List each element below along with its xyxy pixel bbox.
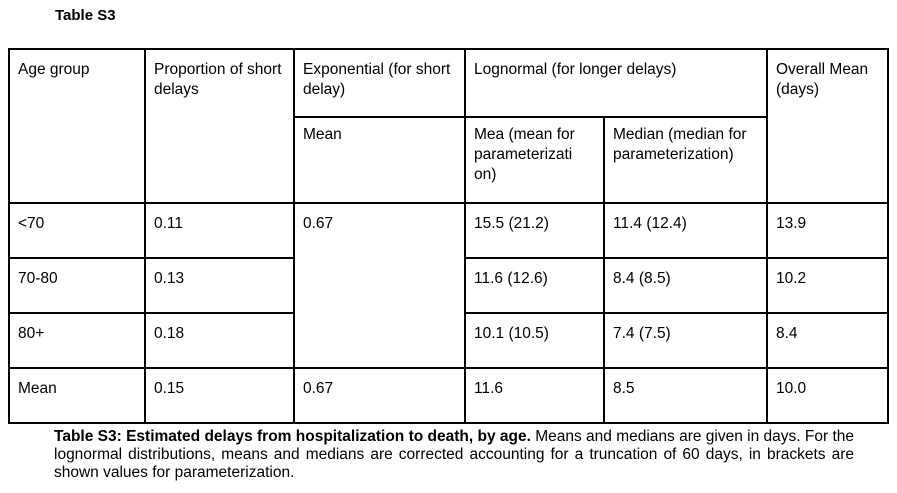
cell-exp-mean: 0.67 [293, 367, 466, 424]
header-overall-mean: Overall Mean (days) [766, 48, 889, 204]
cell-age: Mean [8, 367, 146, 424]
table-row-mean: Mean 0.15 0.67 11.6 8.5 10.0 [8, 367, 889, 424]
cell-ln-median: 8.4 (8.5) [603, 257, 768, 314]
cell-overall: 10.0 [766, 367, 889, 424]
header-row-1: Age group Proportion of short delays Exp… [8, 48, 889, 204]
cell-age: 80+ [8, 312, 146, 369]
delays-table: Age group Proportion of short delays Exp… [8, 48, 889, 424]
table-row: 70-80 0.13 11.6 (12.6) 8.4 (8.5) 10.2 [8, 257, 889, 314]
table-caption: Table S3: Estimated delays from hospital… [54, 428, 854, 482]
header-ln-median: Median (median for parameterization) [603, 116, 768, 204]
header-row-2: Mean Mea (mean for parameterizati on) Me… [9, 116, 888, 204]
cell-proportion: 0.13 [144, 257, 295, 314]
cell-ln-mean: 15.5 (21.2) [464, 202, 605, 259]
cell-age: <70 [8, 202, 146, 259]
table-row: <70 0.11 0.67 15.5 (21.2) 11.4 (12.4) 13… [8, 202, 889, 369]
cell-ln-median: 8.5 [603, 367, 768, 424]
cell-ln-mean: 11.6 (12.6) [464, 257, 605, 314]
cell-overall: 10.2 [766, 257, 889, 314]
cell-proportion: 0.18 [144, 312, 295, 369]
header-exp-mean: Mean [293, 116, 466, 204]
cell-exp-mean: 0.67 [293, 202, 466, 369]
cell-age: 70-80 [8, 257, 146, 314]
header-ln-mean: Mea (mean for parameterizati on) [464, 116, 605, 204]
cell-overall: 13.9 [766, 202, 889, 259]
table-title: Table S3 [55, 7, 116, 24]
header-lognormal: Lognormal (for longer delays) [464, 48, 768, 118]
cell-proportion: 0.11 [144, 202, 295, 259]
cell-ln-median: 11.4 (12.4) [603, 202, 768, 259]
caption-text: Means and medians are given in days. For… [54, 428, 854, 481]
cell-overall: 8.4 [766, 312, 889, 369]
table-row: 80+ 0.18 10.1 (10.5) 7.4 (7.5) 8.4 [8, 312, 889, 369]
cell-proportion: 0.15 [144, 367, 295, 424]
cell-ln-median: 7.4 (7.5) [603, 312, 768, 369]
header-proportion: Proportion of short delays [144, 48, 295, 204]
cell-ln-mean: 10.1 (10.5) [464, 312, 605, 369]
cell-ln-mean: 11.6 [464, 367, 605, 424]
header-exponential: Exponential (for short delay) [293, 48, 466, 118]
caption-bold: Table S3: Estimated delays from hospital… [54, 428, 531, 445]
header-age-group: Age group [8, 48, 146, 204]
